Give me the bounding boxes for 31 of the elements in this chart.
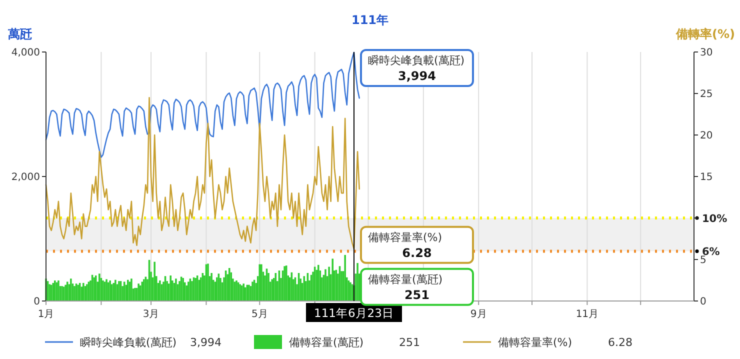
text: 3,994 bbox=[190, 336, 222, 349]
x-tick-label: 1月 bbox=[38, 309, 54, 320]
annotation: 251 bbox=[404, 288, 430, 302]
ref-line-label: 111年6月23日 bbox=[314, 306, 394, 320]
text: 251 bbox=[399, 336, 420, 349]
y-axis-title: 萬瓩 bbox=[7, 27, 32, 41]
x-tick-label: 11月 bbox=[576, 309, 599, 320]
text: 備轉容量率(%) bbox=[368, 230, 442, 244]
y2-tick-label: 30 bbox=[700, 48, 713, 58]
y2-tick-label: 15 bbox=[700, 172, 713, 183]
text: 瞬時尖峰負載(萬瓩) bbox=[368, 54, 465, 67]
legend-label: 瞬時尖峰負載(萬瓩) bbox=[80, 336, 177, 349]
y2-tick-label: 5 bbox=[700, 255, 706, 266]
ref-line-label: 10% bbox=[702, 213, 728, 225]
x-tick-label: 5月 bbox=[251, 309, 268, 320]
legend-label: 備轉容量率(%) bbox=[498, 336, 572, 349]
y-tick-label: 4,000 bbox=[11, 48, 40, 58]
y-tick-label: 2,000 bbox=[11, 172, 40, 183]
text: 6.28 bbox=[608, 336, 632, 349]
text: 備轉容量(萬瓩) bbox=[368, 272, 443, 286]
chart-title: 111年 bbox=[351, 13, 389, 27]
legend-label: 備轉容量(萬瓩) bbox=[289, 336, 364, 349]
x-tick-label: 9月 bbox=[470, 309, 487, 320]
y-tick-label: 0 bbox=[34, 296, 40, 308]
y2-tick-label: 25 bbox=[700, 89, 713, 100]
y2-tick-label: 20 bbox=[700, 130, 713, 142]
y2-tick-label: 0 bbox=[700, 296, 706, 308]
annotation: 6.28 bbox=[402, 246, 432, 260]
y2-axis-title: 備轉率(%) bbox=[675, 27, 735, 41]
x-tick-label: 3月 bbox=[142, 309, 160, 320]
annotation: 3,994 bbox=[398, 69, 436, 83]
